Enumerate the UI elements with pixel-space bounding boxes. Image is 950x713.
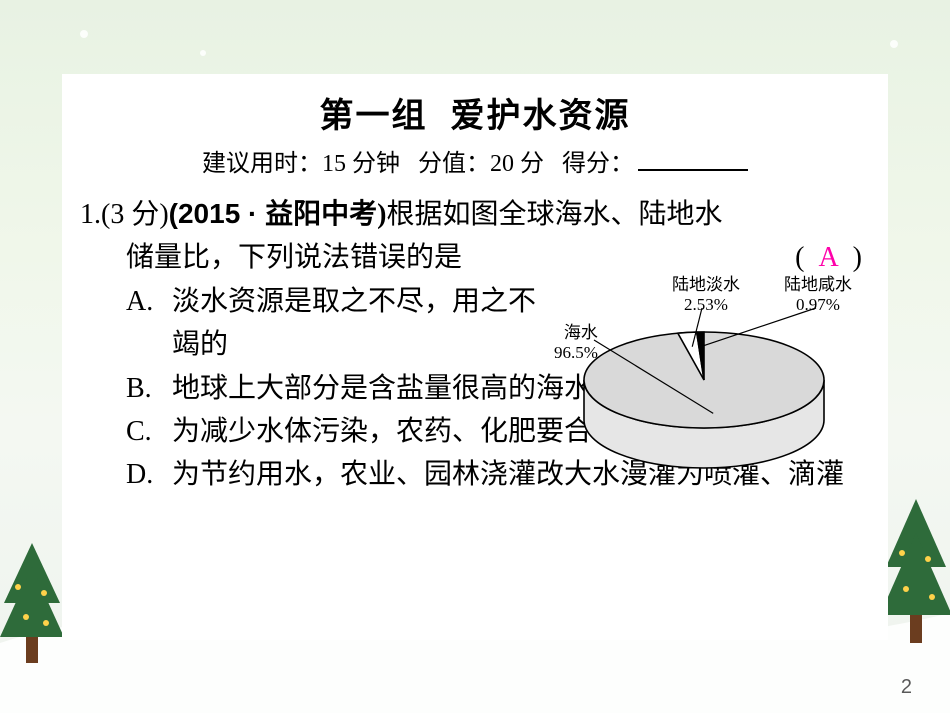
salt-label: 陆地咸水	[784, 275, 852, 294]
snowflake	[890, 40, 898, 48]
content-panel: 第一组 爱护水资源 建议用时：15 分钟 分值：20 分 得分： 1.(3 分)…	[62, 74, 888, 640]
option-a: A. 淡水资源是取之不尽，用之不竭的	[80, 280, 546, 367]
q-source-place: 益阳中考)	[265, 199, 386, 230]
slide-background: 第一组 爱护水资源 建议用时：15 分钟 分值：20 分 得分： 1.(3 分)…	[0, 0, 950, 713]
snowflake	[80, 30, 88, 38]
title-group: 第一组	[320, 97, 428, 135]
option-a-text: 淡水资源是取之不尽，用之不竭的	[172, 280, 546, 367]
pie-chart: 海水96.5% 陆地淡水2.53% 陆地咸水0.97%	[524, 270, 874, 470]
score-value: 20 分	[490, 151, 544, 177]
fresh-pct: 2.53%	[684, 295, 728, 314]
sea-pct: 96.5%	[554, 343, 598, 362]
fresh-label: 陆地淡水	[672, 275, 740, 294]
pie-label-sea: 海水96.5%	[554, 318, 598, 363]
sub-info: 建议用时：15 分钟 分值：20 分 得分：	[62, 143, 888, 178]
option-d-label: D.	[126, 453, 172, 496]
salt-pct: 0.97%	[796, 295, 840, 314]
q-number: 1.	[80, 199, 101, 230]
pie-label-salt: 陆地咸水0.97%	[784, 270, 852, 315]
option-c-label: C.	[126, 410, 172, 453]
q-points: (3 分)	[101, 199, 169, 230]
time-value: 15 分钟	[322, 151, 400, 177]
time-label: 建议用时：	[202, 151, 322, 177]
title-topic: 爱护水资源	[450, 97, 630, 135]
tree-left	[0, 533, 68, 673]
sea-label: 海水	[564, 323, 598, 342]
q-source-year: (2015 ·	[169, 198, 266, 229]
pie-label-fresh: 陆地淡水2.53%	[672, 270, 740, 315]
option-b-label: B.	[126, 367, 172, 410]
question-stem-line1: 1.(3 分)(2015 · 益阳中考)根据如图全球海水、陆地水	[80, 192, 870, 236]
got-label: 得分：	[562, 151, 634, 177]
answer-letter: A	[804, 242, 852, 273]
section-title: 第一组 爱护水资源	[62, 88, 888, 137]
score-label: 分值：	[418, 151, 490, 177]
snowflake	[200, 50, 206, 56]
q-stem-2: 储量比，下列说法错误的是	[126, 242, 462, 273]
score-blank[interactable]	[638, 151, 748, 171]
option-a-label: A.	[126, 280, 172, 323]
q-stem-1: 根据如图全球海水、陆地水	[386, 199, 722, 230]
page-number: 2	[901, 676, 912, 699]
